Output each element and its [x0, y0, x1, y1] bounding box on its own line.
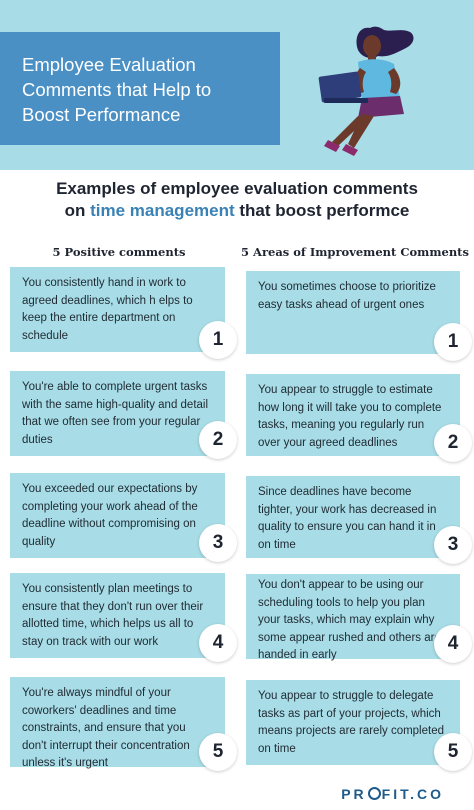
improvement-card-2: You appear to struggle to estimate how l…: [246, 374, 460, 456]
improvement-card-1: You sometimes choose to prioritize easy …: [246, 271, 460, 354]
subtitle-suffix: that boost performce: [234, 201, 410, 220]
logo-text-part-1: PR: [341, 786, 367, 802]
positive-number-badge-5: 5: [199, 733, 237, 771]
positive-number-badge-4: 4: [199, 624, 237, 662]
subtitle-prefix: on: [64, 201, 91, 220]
positive-card-5: You're always mindful of your coworkers'…: [10, 677, 225, 769]
improvement-number-badge-2: 2: [434, 424, 472, 462]
page-title: Employee Evaluation Comments that Help t…: [22, 54, 212, 125]
improvement-number-badge-1: 1: [434, 323, 472, 361]
improvement-number-badge-3: 3: [434, 526, 472, 564]
woman-laptop-illustration: [318, 26, 414, 156]
improvement-card-text: You appear to struggle to estimate how l…: [258, 384, 442, 449]
improvement-card-5: You appear to struggle to delegate tasks…: [246, 680, 460, 765]
positive-card-text: You consistently hand in work to agreed …: [22, 277, 193, 342]
positive-card-2: You're able to complete urgent tasks wit…: [10, 371, 225, 456]
positive-card-text: You're able to complete urgent tasks wit…: [22, 381, 209, 446]
positive-card-text: You consistently plan meetings to ensure…: [22, 583, 204, 648]
logo-ring-icon: [367, 787, 381, 800]
positive-number-badge-1: 1: [199, 321, 237, 359]
improvement-column-title: 5 Areas of Improvement Comments: [241, 245, 469, 259]
title-box: Employee Evaluation Comments that Help t…: [0, 32, 280, 145]
subtitle-line-1: Examples of employee evaluation comments: [56, 179, 418, 198]
positive-number-badge-2: 2: [199, 421, 237, 459]
subtitle-line-2: on time management that boost performce: [0, 200, 474, 222]
improvement-card-text: You appear to struggle to delegate tasks…: [258, 690, 444, 755]
positive-card-4: You consistently plan meetings to ensure…: [10, 573, 225, 658]
improvement-card-4: You don't appear to be using our schedul…: [246, 574, 460, 661]
improvement-card-3: Since deadlines have become tighter, you…: [246, 476, 460, 558]
profit-co-logo: PR FIT.CO: [341, 786, 444, 802]
positive-card-1: You consistently hand in work to agreed …: [10, 267, 225, 352]
logo-text-part-2: FIT.CO: [381, 786, 444, 802]
positive-column-title: 5 Positive comments: [52, 245, 186, 259]
improvement-card-text: You don't appear to be using our schedul…: [258, 579, 441, 661]
subtitle-highlight: time management: [90, 201, 235, 220]
positive-card-3: You exceeded our expectations by complet…: [10, 473, 225, 558]
improvement-card-text: You sometimes choose to prioritize easy …: [258, 281, 436, 311]
positive-card-text: You're always mindful of your coworkers'…: [22, 687, 190, 769]
improvement-card-text: Since deadlines have become tighter, you…: [258, 486, 437, 551]
subtitle: Examples of employee evaluation comments…: [0, 178, 474, 222]
positive-number-badge-3: 3: [199, 524, 237, 562]
improvement-number-badge-5: 5: [434, 733, 472, 771]
improvement-number-badge-4: 4: [434, 625, 472, 663]
positive-card-text: You exceeded our expectations by complet…: [22, 483, 198, 548]
